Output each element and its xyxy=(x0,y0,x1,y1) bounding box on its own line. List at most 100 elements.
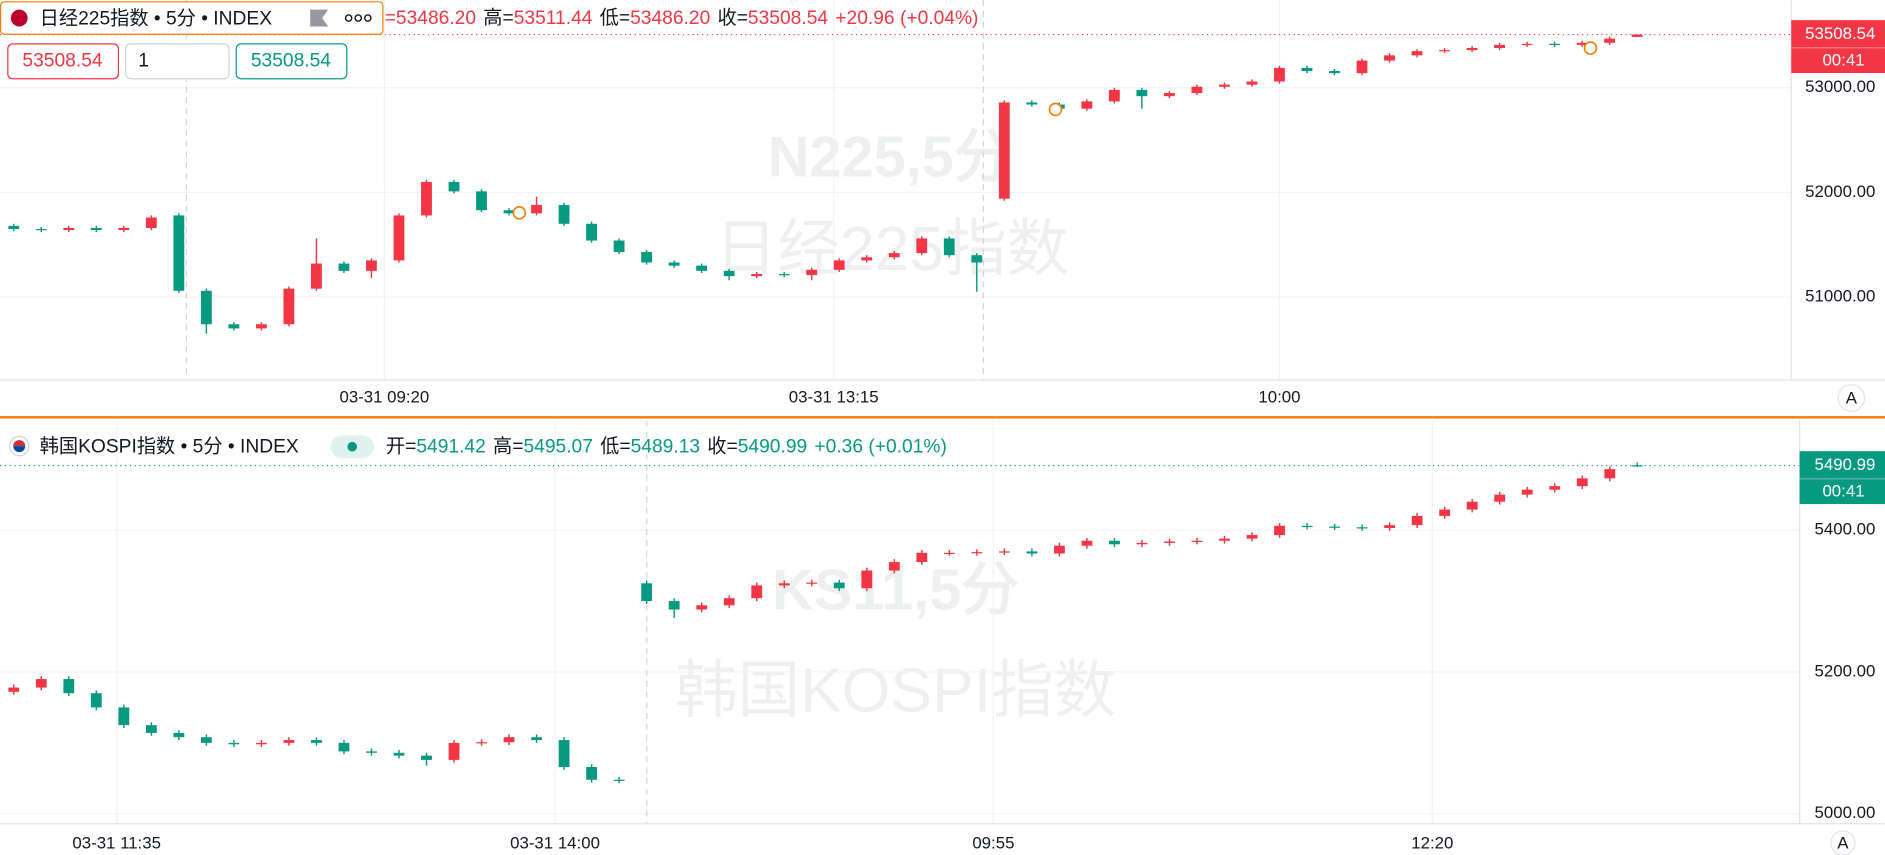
candle-body xyxy=(641,252,653,263)
candle-body xyxy=(1466,48,1478,51)
candle-body xyxy=(311,263,322,289)
candle-body xyxy=(1164,541,1175,543)
symbol-title[interactable]: 韩国KOSPI指数 • 5分 • INDEX xyxy=(40,435,299,457)
countdown: 00:41 xyxy=(1822,481,1864,500)
candle-body xyxy=(1549,486,1561,490)
candle-body xyxy=(778,583,790,586)
event-marker[interactable] xyxy=(1048,102,1063,117)
candle-body xyxy=(1274,67,1285,82)
candle-body xyxy=(1163,93,1175,97)
legend-values: 开=5491.42 高=5495.07 低=5489.13 收=5490.99 +0.3… xyxy=(386,435,947,457)
candle-body xyxy=(1054,545,1065,554)
legend-value: 53508.54 xyxy=(748,8,828,29)
auto-scale-label[interactable]: A xyxy=(1846,389,1858,408)
candle-body xyxy=(1356,527,1368,529)
event-marker[interactable] xyxy=(1583,41,1598,55)
candle-body xyxy=(1604,38,1616,43)
more-button[interactable] xyxy=(344,14,372,22)
candle-body xyxy=(1439,50,1450,52)
countdown: 00:41 xyxy=(1822,50,1864,69)
x-tick-label: 12:20 xyxy=(1411,834,1453,853)
candle-body xyxy=(1081,540,1093,546)
candle-body xyxy=(256,742,267,745)
input-box[interactable] xyxy=(235,43,348,80)
legend-label: 低= xyxy=(600,435,630,457)
candle-body xyxy=(35,679,47,688)
candle-body xyxy=(1246,81,1258,85)
candle-body xyxy=(1384,55,1395,61)
candle-body xyxy=(476,742,487,744)
last-price-box xyxy=(1791,20,1885,74)
candle-body xyxy=(751,585,763,599)
candle-body xyxy=(1301,525,1313,528)
candle-body xyxy=(173,732,185,738)
candle-body xyxy=(1631,34,1643,37)
candle-body xyxy=(1329,526,1341,528)
candle-body xyxy=(421,755,432,760)
candle-body xyxy=(90,693,102,708)
candle-body xyxy=(255,324,267,329)
candle-body xyxy=(476,191,487,211)
candle-body xyxy=(668,601,680,610)
candle-body xyxy=(668,262,680,266)
candle-body xyxy=(1411,515,1423,526)
status-dot xyxy=(347,441,358,452)
y-tick-label: 52000.00 xyxy=(1805,182,1875,201)
candle-body xyxy=(228,742,240,745)
candle-body xyxy=(806,269,818,276)
input-box[interactable] xyxy=(7,43,120,80)
candle-body xyxy=(971,255,983,263)
legend-change: +0.36 (+0.01%) xyxy=(814,436,946,457)
flag-button[interactable] xyxy=(310,9,329,27)
candle-body xyxy=(1466,501,1478,510)
auto-scale-button[interactable] xyxy=(1837,384,1866,412)
auto-scale-button[interactable] xyxy=(1830,830,1856,855)
grid xyxy=(0,0,1800,824)
legend: =53486.20 高=53511.44 低=53486.20 收=53508.54 +… xyxy=(385,7,979,29)
input-box[interactable] xyxy=(125,43,230,80)
candle-body xyxy=(1219,538,1230,541)
candle-body xyxy=(943,552,955,555)
candle-body xyxy=(1329,71,1340,74)
time-axis xyxy=(0,380,1885,415)
legend-box[interactable] xyxy=(0,1,384,35)
auto-scale-label[interactable]: A xyxy=(1837,834,1849,853)
candle-body xyxy=(1219,84,1230,87)
candle-body xyxy=(613,240,625,253)
candle-body xyxy=(723,270,735,277)
candle-body xyxy=(586,766,598,780)
candle-body xyxy=(1521,489,1533,495)
candle-body xyxy=(1191,86,1203,94)
candle-body xyxy=(145,217,157,228)
candle-body xyxy=(1576,478,1588,487)
candle-body xyxy=(558,204,570,224)
candle-body xyxy=(8,225,20,230)
candle-body xyxy=(1246,535,1258,539)
watermark: 韩国KOSPI指数 xyxy=(675,656,1116,726)
legend-values: =53486.20 高=53511.44 低=53486.20 收=53508.54 +… xyxy=(385,7,979,29)
candle-body xyxy=(833,582,845,589)
legend-value: 5491.42 xyxy=(416,436,485,457)
candle-body xyxy=(641,583,653,602)
candle-body xyxy=(1494,494,1506,502)
candle-body xyxy=(1631,465,1643,467)
candle-body xyxy=(118,227,130,231)
input-value: 53508.54 xyxy=(22,50,102,71)
candle-body xyxy=(586,223,597,241)
candle-body xyxy=(338,742,350,752)
candle-body xyxy=(1384,525,1396,528)
candle-body xyxy=(531,204,542,214)
symbol-title[interactable]: 日经225指数 • 5分 • INDEX xyxy=(40,7,273,29)
candle-body xyxy=(1301,67,1313,72)
event-marker[interactable] xyxy=(512,206,527,220)
legend-value: 53511.44 xyxy=(514,8,593,29)
x-tick-label: 03-31 14:00 xyxy=(510,834,600,853)
candle-body xyxy=(806,582,818,584)
legend-label: 高= xyxy=(483,7,513,29)
candle-body xyxy=(888,562,900,571)
x-tick-label: 09:55 xyxy=(972,834,1014,853)
candle-body xyxy=(338,263,350,271)
candle-body xyxy=(1521,43,1533,46)
legend-label: 开= xyxy=(386,436,416,457)
candle-body xyxy=(173,215,185,291)
